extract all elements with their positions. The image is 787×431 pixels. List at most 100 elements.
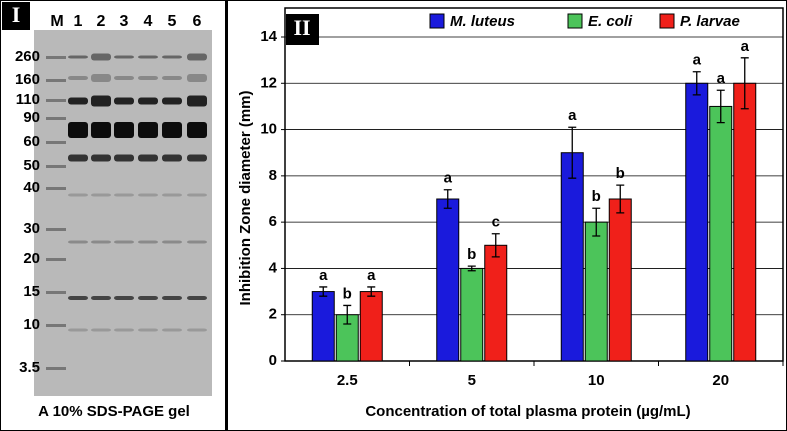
y-tick-label: 6 <box>269 213 277 230</box>
significance-letter: b <box>616 165 625 182</box>
legend-swatch <box>429 13 445 29</box>
significance-letter: b <box>343 285 352 302</box>
gel-band <box>46 99 66 102</box>
marker-label: 260 <box>15 48 40 65</box>
gel-band <box>162 76 182 80</box>
gel-caption: A 10% SDS-PAGE gel <box>38 403 190 420</box>
gel-band <box>138 97 158 105</box>
gel-band <box>91 193 111 197</box>
y-tick-label: 14 <box>260 28 277 45</box>
lane-label: 3 <box>120 13 129 30</box>
lane-label: 1 <box>74 13 83 30</box>
significance-letter: a <box>444 170 453 187</box>
y-tick-label: 2 <box>269 306 277 323</box>
gel-band <box>91 95 111 107</box>
marker-label: 90 <box>23 109 40 126</box>
error-bar <box>443 189 452 209</box>
lane-label: 6 <box>193 13 202 30</box>
gel-band <box>162 55 182 59</box>
gel-band <box>187 296 207 300</box>
legend-label: M. luteus <box>450 13 515 30</box>
gel-band <box>162 154 182 162</box>
x-tick-label: 2.5 <box>337 372 358 389</box>
bar <box>584 221 608 362</box>
legend-label: E. coli <box>588 13 633 30</box>
gel-band <box>46 258 66 261</box>
significance-letter: b <box>592 188 601 205</box>
gel-band <box>114 154 134 162</box>
bar <box>608 198 632 362</box>
gel-band <box>138 154 158 162</box>
gel-band <box>187 193 207 197</box>
gel-band <box>138 328 158 332</box>
gel-band <box>46 56 66 59</box>
x-tick-label: 10 <box>588 372 605 389</box>
lane-label: 2 <box>97 13 106 30</box>
gel-band <box>162 240 182 244</box>
gel-band <box>46 367 66 370</box>
gel-band <box>46 291 66 294</box>
panel-label-box <box>286 14 319 45</box>
gel-band <box>114 76 134 80</box>
gel-band <box>68 76 88 80</box>
marker-label: 20 <box>23 250 40 267</box>
gel-band <box>91 296 111 300</box>
bar <box>560 152 584 362</box>
gel-band <box>68 55 88 59</box>
gel-band <box>162 193 182 197</box>
x-tick-label: 20 <box>712 372 729 389</box>
significance-letter: a <box>568 107 577 124</box>
marker-label: 110 <box>16 91 40 108</box>
gel-band <box>68 328 88 332</box>
legend-swatch <box>567 13 583 29</box>
significance-letter: c <box>492 214 500 231</box>
bar <box>460 267 484 362</box>
gel-band <box>68 122 88 138</box>
gel-band <box>187 240 207 244</box>
gel-band <box>138 55 158 59</box>
gel-band <box>91 53 111 61</box>
gel-band <box>138 122 158 138</box>
x-axis-label: Concentration of total plasma protein (µ… <box>365 403 690 420</box>
y-axis-label: Inhibition Zone diameter (mm) <box>237 90 254 305</box>
y-tick-label: 4 <box>269 259 278 276</box>
x-tick-label: 5 <box>468 372 476 389</box>
marker-label: 15 <box>23 283 40 300</box>
bar <box>484 244 508 362</box>
gel-band <box>46 324 66 327</box>
marker-label: 60 <box>23 133 40 150</box>
lane-label: 5 <box>168 13 177 30</box>
significance-letter: a <box>319 267 328 284</box>
significance-letter: a <box>717 70 726 87</box>
gel-band <box>187 53 207 61</box>
gel-band <box>114 240 134 244</box>
gel-band <box>68 193 88 197</box>
gel-band <box>91 122 111 138</box>
marker-label: 10 <box>23 316 40 333</box>
marker-label: 30 <box>23 220 40 237</box>
gel-band <box>187 122 207 138</box>
gel-band <box>91 154 111 162</box>
gel <box>34 30 212 396</box>
gel-band <box>138 76 158 80</box>
legend-swatch <box>659 13 675 29</box>
error-bar <box>491 233 500 258</box>
gel-band <box>114 55 134 59</box>
gel-band <box>91 328 111 332</box>
gel-band <box>46 117 66 120</box>
error-bar <box>740 57 749 110</box>
gel-band <box>138 193 158 197</box>
error-bar <box>592 207 601 237</box>
gel-band <box>187 95 207 107</box>
panel-divider <box>225 0 228 431</box>
gel-band <box>114 122 134 138</box>
gel-band <box>162 328 182 332</box>
panel-label: I <box>12 2 21 27</box>
gel-band <box>138 296 158 300</box>
gel-band <box>162 296 182 300</box>
gel-band <box>114 193 134 197</box>
significance-letter: a <box>367 267 376 284</box>
gel-band <box>68 296 88 300</box>
error-bar <box>692 71 701 96</box>
